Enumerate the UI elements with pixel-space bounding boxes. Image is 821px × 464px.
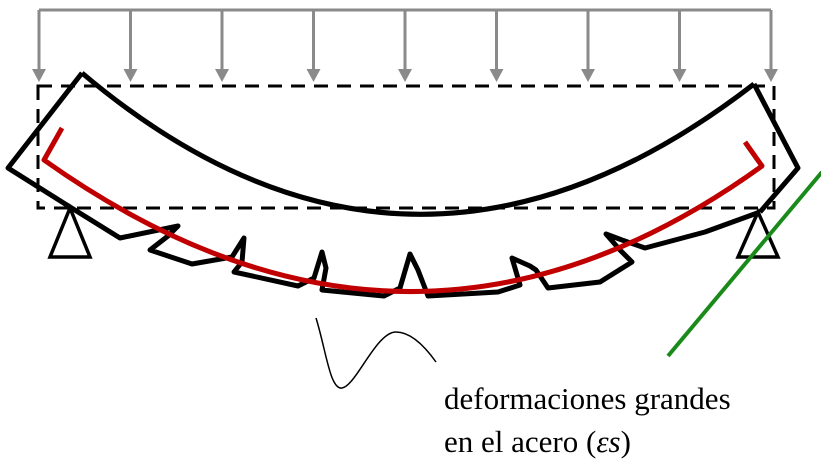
beam-left-end	[5, 71, 84, 210]
load-arrow-head	[123, 69, 138, 82]
load-arrow-head	[215, 69, 229, 82]
left-support	[47, 203, 93, 259]
load-arrow-head	[489, 69, 504, 82]
epsilon-s-symbol: εs	[596, 424, 621, 459]
strain-line	[666, 170, 821, 358]
caption-line-2-prefix: en el acero (	[444, 424, 597, 459]
distributed-load	[32, 8, 778, 82]
caption-line-1: deformaciones grandes	[444, 381, 731, 416]
beam-bottom-cracked-edge	[68, 204, 761, 299]
load-arrow-head	[398, 69, 412, 82]
load-arrow-head	[672, 69, 687, 82]
load-arrow-head	[764, 69, 778, 82]
load-arrows	[32, 10, 778, 82]
caption-line-2: en el acero (εs)	[444, 426, 631, 457]
beam-top-edge	[80, 71, 756, 217]
reinforcement-bar	[41, 126, 765, 294]
load-arrow-head	[306, 69, 321, 82]
undeformed-beam-outline	[36, 84, 776, 210]
deformed-beam	[5, 71, 801, 299]
caption-line-2-suffix: )	[620, 424, 631, 459]
beam-right-end	[751, 82, 801, 214]
load-arrow-head	[581, 69, 595, 82]
leader-curve	[315, 317, 437, 389]
load-arrow-head	[32, 69, 46, 82]
